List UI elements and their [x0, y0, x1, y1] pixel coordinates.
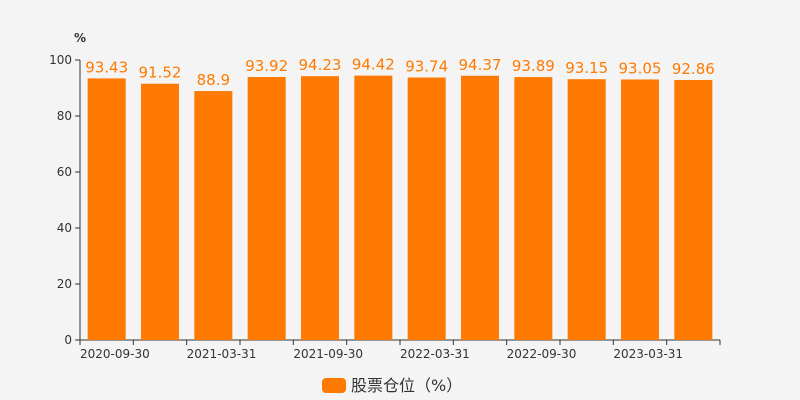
data-label: 93.05: [619, 59, 662, 77]
y-axis: 0 20 40 60 80 100: [49, 53, 81, 347]
bar[interactable]: [247, 77, 286, 341]
bar[interactable]: [674, 79, 713, 340]
bar[interactable]: [194, 91, 233, 340]
y-tick-label: 100: [49, 53, 72, 67]
bar[interactable]: [141, 83, 179, 340]
x-axis: 2020-09-30 2021-03-31 2021-09-30 2022-03-31…: [79, 339, 721, 361]
x-tick-label: 2020-09-30: [80, 347, 150, 361]
bar[interactable]: [567, 79, 606, 341]
data-label: 94.23: [299, 56, 342, 74]
data-label: 94.37: [459, 56, 502, 74]
data-label: 92.86: [672, 60, 715, 78]
bar[interactable]: [87, 78, 126, 341]
data-label: 94.42: [352, 56, 395, 74]
data-label: 91.52: [139, 64, 182, 82]
y-tick-label: 80: [57, 109, 72, 123]
data-labels: 93.43 91.52 88.9 93.92 94.23 94.42 93.74 94.37 9…: [85, 56, 715, 89]
y-tick-label: 60: [57, 165, 72, 179]
legend[interactable]: 股票仓位（%）: [322, 376, 462, 395]
legend-swatch[interactable]: [322, 378, 346, 393]
x-tick-label: 2022-03-31: [400, 347, 470, 361]
bars: [87, 75, 713, 341]
data-label: 93.43: [85, 58, 128, 76]
x-tick-label: 2023-03-31: [613, 347, 683, 361]
bar[interactable]: [407, 77, 446, 340]
data-label: 88.9: [197, 71, 230, 89]
y-axis-unit-label: %: [74, 31, 86, 45]
x-tick-label: 2022-09-30: [507, 347, 577, 361]
data-label: 93.74: [405, 58, 448, 76]
data-label: 93.15: [565, 59, 608, 77]
bar[interactable]: [621, 79, 659, 341]
bar[interactable]: [301, 76, 339, 340]
x-tick-label: 2021-09-30: [293, 347, 363, 361]
legend-label[interactable]: 股票仓位（%）: [351, 376, 462, 395]
y-tick-label: 40: [57, 221, 72, 235]
y-tick-label: 20: [57, 277, 72, 291]
data-label: 93.89: [512, 57, 555, 75]
bar[interactable]: [514, 77, 553, 340]
y-tick-label: 0: [64, 333, 72, 347]
x-tick-label: 2021-03-31: [187, 347, 257, 361]
data-label: 93.92: [245, 57, 288, 75]
bar[interactable]: [354, 75, 393, 341]
bar[interactable]: [461, 75, 499, 340]
